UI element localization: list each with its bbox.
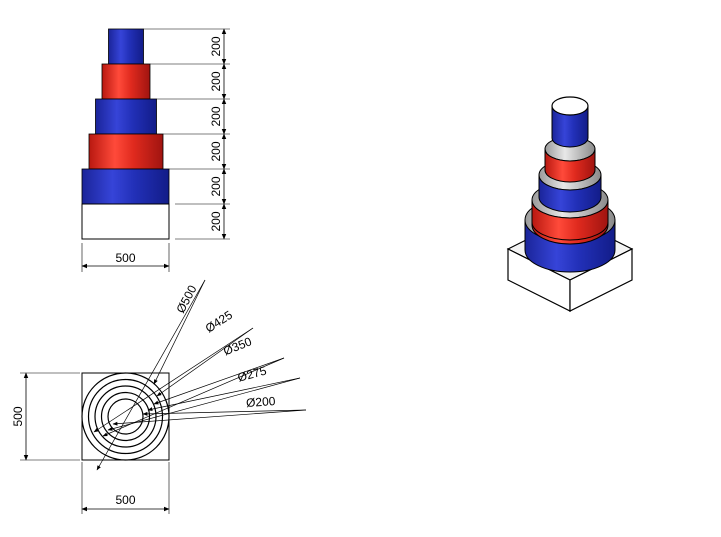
top-base-square — [81, 372, 170, 461]
front-tier-200 — [108, 28, 144, 65]
height-label-4: 200 — [209, 141, 223, 161]
iso-tier-425-wall — [531, 199, 609, 241]
diameter-label-200: Ø200 — [246, 394, 277, 410]
top-view: Ø500 Ø425 Ø350 Ø275 Ø200 500 500 — [11, 279, 307, 514]
front-tier-500 — [81, 168, 170, 205]
height-label-1: 200 — [209, 36, 223, 56]
height-label-3: 200 — [209, 106, 223, 126]
top-height-dimension — [20, 372, 80, 461]
top-circle-500 — [81, 372, 170, 461]
front-width-dimension — [81, 243, 170, 272]
top-circles — [81, 372, 170, 461]
top-width-label: 500 — [115, 493, 135, 507]
front-base — [81, 203, 170, 240]
front-view: 200 200 200 200 200 200 500 — [81, 28, 230, 272]
diameter-leaders — [93, 279, 307, 471]
diameter-label-275: Ø275 — [236, 363, 268, 384]
top-circle-350 — [94, 385, 157, 448]
front-extension-lines — [143, 28, 230, 240]
height-label-5: 200 — [209, 176, 223, 196]
top-circle-200 — [107, 398, 144, 435]
isometric-view — [506, 96, 634, 312]
top-circle-425 — [87, 378, 164, 455]
height-label-6: 200 — [209, 211, 223, 231]
iso-tier-275-wall — [544, 148, 596, 183]
diameter-label-350: Ø350 — [221, 334, 254, 358]
front-tier-425 — [88, 133, 164, 170]
front-tier-350 — [95, 98, 157, 135]
height-label-2: 200 — [209, 71, 223, 91]
front-tier-275 — [101, 63, 151, 100]
iso-tier-200-top — [551, 96, 589, 116]
diameter-label-425: Ø425 — [203, 308, 236, 336]
top-width-dimension — [81, 462, 170, 514]
iso-tier-200-wall — [551, 105, 589, 148]
iso-tier-350-wall — [538, 174, 602, 213]
front-width-label: 500 — [115, 251, 135, 265]
top-circle-275 — [100, 391, 151, 442]
top-height-label: 500 — [11, 406, 25, 426]
